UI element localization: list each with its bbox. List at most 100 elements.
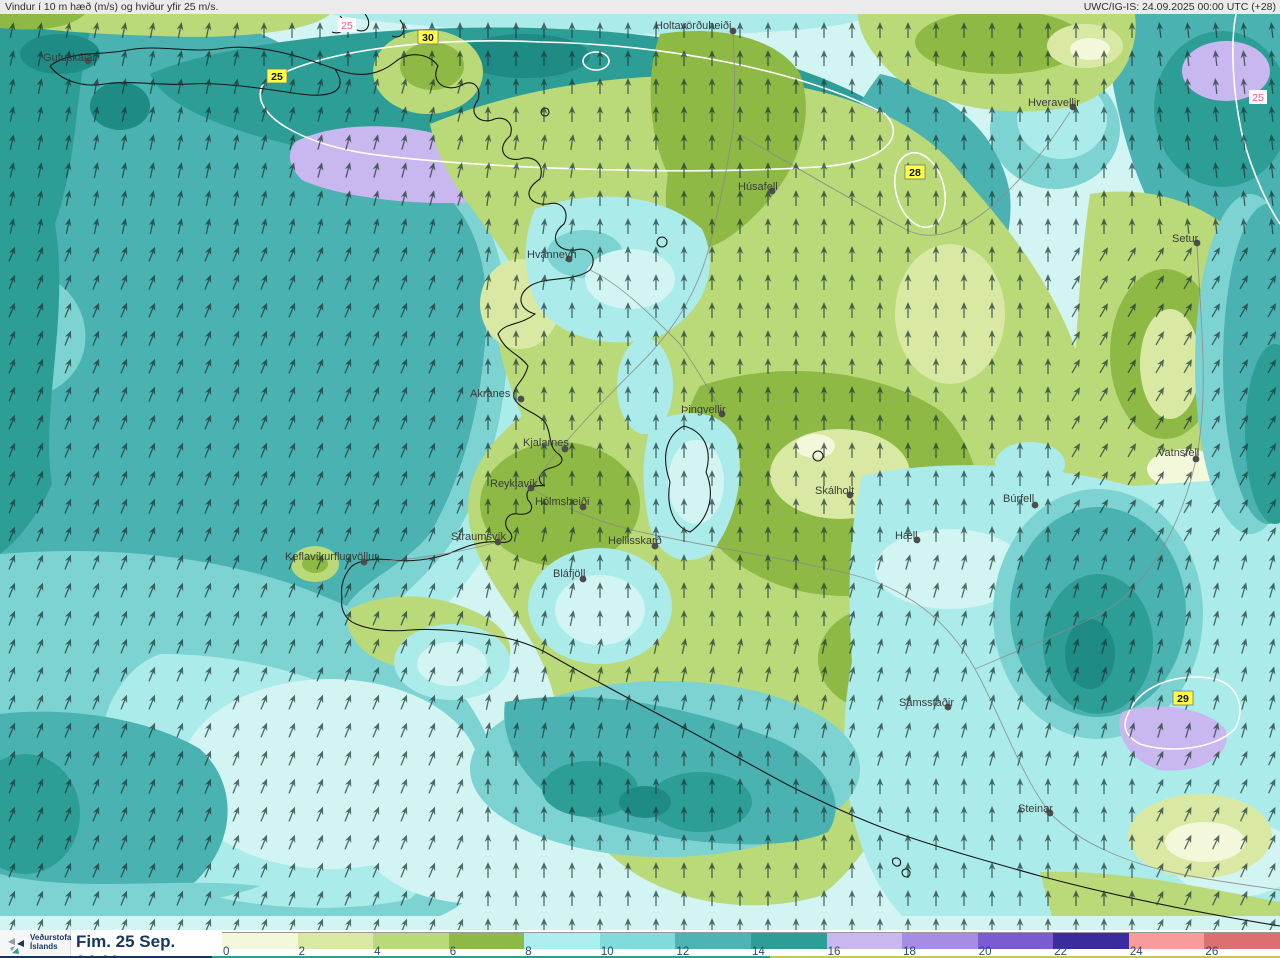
legend-tick: 14 — [752, 946, 765, 958]
place-label: Keflavíkurflugvöllur — [285, 551, 378, 563]
place-label: Gufuskálar — [43, 52, 97, 64]
place-dot — [527, 484, 535, 492]
place-dot — [729, 27, 737, 35]
place-label: Kjalarnes — [523, 437, 569, 449]
legend-color-cell — [373, 933, 449, 949]
gust-contour-value: 25 — [341, 20, 353, 32]
bottom-edge-strip — [0, 956, 1280, 958]
vedurstofa-logo: Veðurstofa Íslands — [0, 930, 71, 956]
gust-value-labels: 30 25 28 29 25 25 — [266, 18, 1267, 706]
place-label: Setur — [1172, 233, 1199, 245]
legend-color-cell — [599, 933, 676, 949]
wind-speed-field — [0, 14, 1280, 930]
place-dot — [561, 445, 569, 453]
place-labels: Gufuskálar Holtavörðuheiði Hveravellir Húsa… — [43, 20, 1201, 817]
legend-color-cell — [1128, 933, 1205, 949]
gust-max-box — [904, 164, 926, 180]
gust-contour-north — [259, 40, 895, 172]
bottom-strip-segment — [212, 956, 770, 958]
place-label: Hæll — [895, 530, 918, 542]
place-dot — [1192, 455, 1200, 463]
place-label: Holtavörðuheiði — [655, 20, 731, 32]
place-label: Húsafell — [738, 181, 778, 193]
legend-tick: 26 — [1205, 946, 1219, 958]
place-dot — [1046, 809, 1054, 817]
legend-tick: 8 — [525, 946, 532, 958]
place-dot — [565, 255, 573, 263]
bottom-strip-segment — [770, 956, 1280, 958]
wind-map-canvas: Gufuskálar Holtavörðuheiði Hveravellir Húsa… — [0, 14, 1280, 930]
place-label: Straumsvík — [451, 531, 507, 543]
gust-contour-small — [582, 51, 610, 71]
legend-color-cell — [1204, 933, 1280, 949]
place-dot — [846, 491, 854, 499]
gust-contour-box — [1249, 90, 1267, 104]
legend-tick: 10 — [600, 946, 614, 958]
place-dot — [360, 558, 368, 566]
logo-text-line1: Veðurstofa — [30, 933, 72, 942]
legend-color-cell — [826, 933, 903, 949]
map-title: Vindur í 10 m hæð (m/s) og hviður yfir 2… — [5, 1, 219, 13]
legend-tick: 0 — [223, 946, 230, 958]
place-label: Bláfjöll — [553, 568, 585, 580]
place-dot — [718, 410, 726, 418]
legend-color-cell — [902, 933, 978, 949]
gust-max-value: 28 — [909, 167, 921, 179]
gust-max-box — [417, 29, 439, 45]
legend-color-cell — [977, 933, 1054, 949]
gust-contour-south — [1124, 676, 1241, 750]
place-dot — [768, 187, 776, 195]
model-run-info: UWC/IG-IS: 24.09.2025 00:00 UTC (+28) — [1083, 1, 1276, 13]
gust-max-box — [266, 68, 288, 84]
gust-contour-box — [338, 18, 356, 32]
place-dot — [494, 538, 502, 546]
header-bar: Vindur í 10 m hæð (m/s) og hviður yfir 2… — [0, 0, 1280, 14]
map-area: Gufuskálar Holtavörðuheiði Hveravellir Húsa… — [0, 14, 1280, 930]
legend-color-cell — [751, 933, 827, 949]
wind-speed-legend — [222, 932, 1280, 949]
legend-tick: 12 — [676, 946, 690, 958]
place-dot — [944, 703, 952, 711]
legend-color-cell — [524, 933, 600, 949]
place-dot — [1193, 239, 1201, 247]
place-label: Þingvellir — [681, 404, 726, 416]
roads — [363, 30, 1280, 891]
gust-contour-east — [1232, 14, 1280, 225]
gust-max-value: 25 — [271, 71, 283, 83]
place-label: Reykjavík — [490, 478, 538, 490]
gust-max-box — [1172, 690, 1194, 706]
legend-color-cell — [675, 933, 751, 949]
legend-tick: 16 — [827, 946, 841, 958]
place-label: Hveravellir — [1028, 97, 1080, 109]
legend-tick: 22 — [1054, 946, 1068, 958]
legend-color-cell — [297, 933, 374, 949]
legend-tick-labels: 0 2 4 6 8 10 12 14 16 18 20 22 24 26 — [222, 946, 1280, 958]
coastline — [49, 14, 1280, 927]
logo-text: Veðurstofa Íslands — [30, 933, 71, 951]
place-label: Hólmsheiði — [535, 496, 589, 508]
valid-time-label: Fim. 25 Sep. 04:00 — [76, 932, 176, 958]
place-dot — [651, 542, 659, 550]
legend-tick: 6 — [449, 946, 457, 958]
legend-tick: 4 — [374, 946, 381, 958]
place-dot — [913, 536, 921, 544]
place-label: Skálholt — [815, 485, 854, 497]
place-label: Akranes — [470, 388, 511, 400]
place-label: Búrfell — [1003, 493, 1034, 505]
legend-tick: 18 — [903, 946, 916, 958]
snowflake-logo-icon — [8, 938, 24, 954]
place-label: Steinar — [1018, 803, 1053, 815]
legend-color-cell — [222, 933, 298, 949]
place-dot — [579, 503, 587, 511]
gust-contours — [259, 14, 1280, 750]
bottom-strip-segment — [0, 956, 212, 958]
place-dot — [1069, 103, 1077, 111]
gust-max-value: 30 — [422, 32, 434, 44]
place-label: Vatnsfell — [1158, 447, 1199, 459]
legend-tick: 24 — [1129, 946, 1143, 958]
footer-bar: Veðurstofa Íslands Fim. 25 Sep. 04:00 0 2… — [0, 930, 1280, 958]
place-label: Hvanneyri — [527, 249, 577, 261]
place-label: Sámsstaðir — [899, 697, 954, 709]
gust-contour-kjolur — [894, 151, 946, 229]
